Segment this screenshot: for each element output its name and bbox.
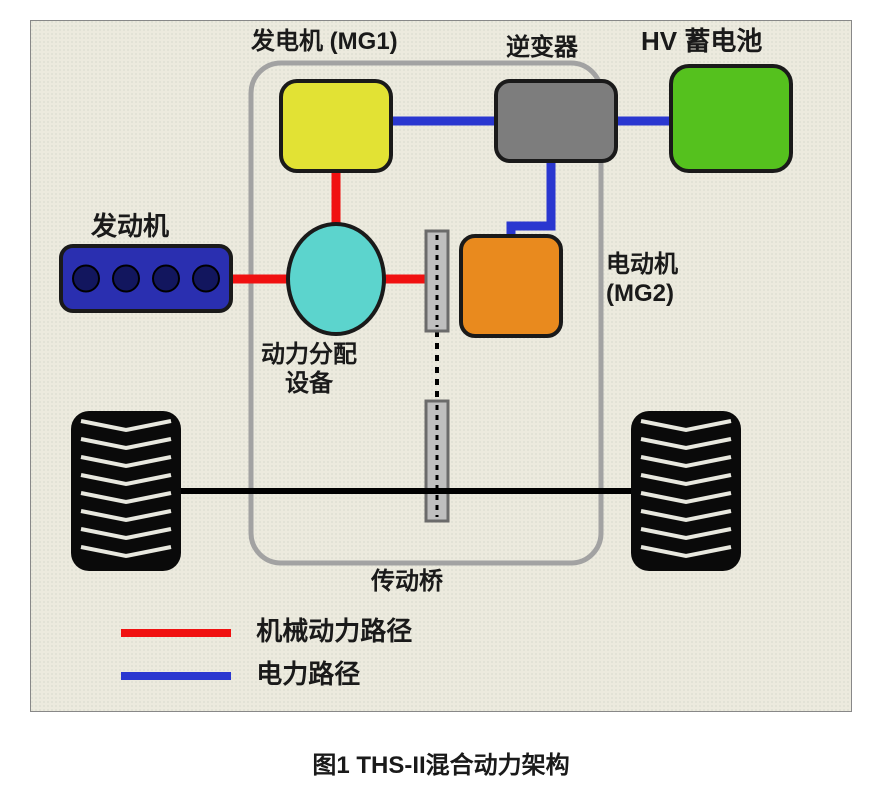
legend-item-mech: 机械动力路径 bbox=[121, 611, 412, 648]
label-hv-battery: HV 蓄电池 bbox=[641, 21, 762, 58]
legend-item-elec: 电力路径 bbox=[121, 654, 412, 691]
label-psd: 动力分配设备 bbox=[261, 341, 357, 399]
legend-swatch-elec bbox=[121, 672, 231, 680]
node-mg1 bbox=[281, 81, 391, 171]
legend-swatch-mech bbox=[121, 629, 231, 637]
engine-cylinder-0 bbox=[73, 266, 99, 292]
node-hv-battery bbox=[671, 66, 791, 171]
label-inverter: 逆变器 bbox=[506, 27, 578, 62]
label-engine: 发动机 bbox=[91, 206, 169, 243]
node-mg2 bbox=[461, 236, 561, 336]
diagram-svg bbox=[31, 21, 851, 711]
diagram-canvas: 发电机 (MG1) 逆变器 HV 蓄电池 发动机 动力分配设备 电动机(MG2)… bbox=[30, 20, 852, 712]
label-mg1: 发电机 (MG1) bbox=[251, 21, 398, 56]
engine-cylinder-2 bbox=[153, 266, 179, 292]
node-inverter bbox=[496, 81, 616, 161]
elec-path-2 bbox=[511, 161, 551, 236]
legend-label-elec: 电力路径 bbox=[256, 659, 360, 689]
engine-cylinder-1 bbox=[113, 266, 139, 292]
legend-label-mech: 机械动力路径 bbox=[256, 616, 412, 646]
figure-caption: 图1 THS-II混合动力架构 bbox=[0, 745, 882, 780]
node-psd bbox=[288, 224, 384, 334]
engine-cylinder-3 bbox=[193, 266, 219, 292]
label-mg2: 电动机(MG2) bbox=[606, 251, 678, 309]
legend: 机械动力路径 电力路径 bbox=[121, 611, 412, 691]
label-transaxle: 传动桥 bbox=[371, 561, 443, 596]
